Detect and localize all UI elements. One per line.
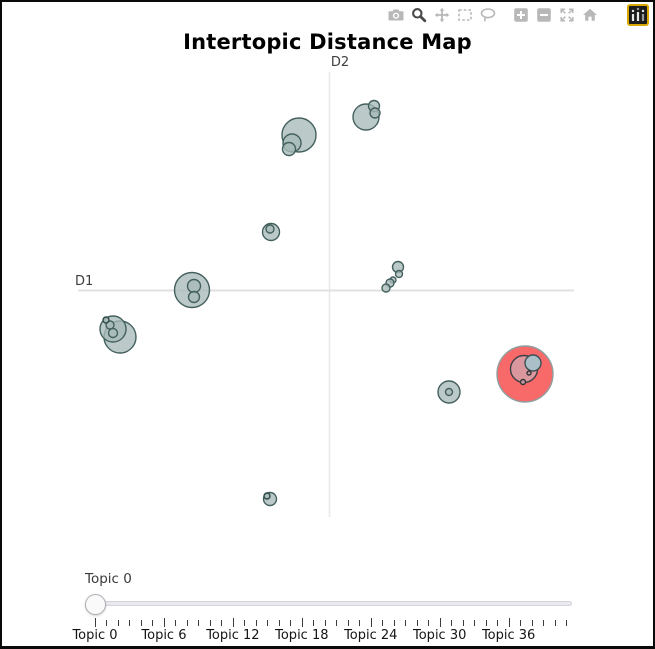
autoscale-icon[interactable] — [559, 7, 575, 23]
topic-bubble[interactable] — [381, 283, 391, 293]
slider-tick-label: Topic 0 — [72, 628, 118, 643]
slider-minor-tick — [382, 620, 384, 626]
slider-tick-label: Topic 24 — [344, 628, 398, 643]
zoom-icon[interactable] — [411, 7, 427, 23]
slider-minor-tick — [255, 620, 257, 626]
home-icon[interactable] — [582, 7, 598, 23]
topic-bubble[interactable] — [526, 370, 532, 376]
slider-major-tick — [95, 618, 96, 627]
slider-minor-tick — [140, 620, 142, 626]
slider-minor-tick — [244, 620, 246, 626]
topic-bubble[interactable] — [519, 378, 527, 386]
slider-tick-label: Topic 36 — [481, 628, 536, 643]
slider-minor-tick — [267, 620, 269, 626]
slider-minor-tick — [221, 620, 223, 626]
topic-bubbles-layer — [99, 99, 554, 507]
slider-minor-tick — [554, 620, 556, 626]
slider-minor-tick — [520, 620, 522, 626]
lasso-select-icon[interactable] — [480, 7, 496, 23]
slider-minor-tick — [324, 620, 326, 626]
slider-tick-label: Topic 30 — [413, 628, 467, 643]
slider-minor-tick — [129, 620, 131, 626]
page-title: Intertopic Distance Map — [183, 30, 472, 54]
topic-bubble[interactable] — [107, 327, 119, 339]
slider-minor-tick — [278, 620, 280, 626]
slider-major-tick — [439, 618, 441, 627]
slider-minor-tick — [416, 620, 418, 626]
topic-bubble[interactable] — [263, 492, 271, 500]
slider-minor-tick — [175, 620, 177, 626]
zoom-in-icon[interactable] — [513, 7, 529, 23]
slider-minor-tick — [451, 620, 453, 626]
topic-bubble[interactable] — [281, 141, 297, 157]
zoom-out-icon[interactable] — [536, 7, 552, 23]
topic-bubble[interactable] — [524, 354, 542, 372]
slider-minor-tick — [474, 620, 476, 626]
slider-minor-tick — [359, 620, 361, 626]
slider-major-tick — [232, 618, 234, 627]
topic-bubble[interactable] — [394, 269, 404, 279]
slider-minor-tick — [106, 620, 108, 626]
slider-tick-label: Topic 18 — [275, 628, 329, 643]
slider-minor-tick — [336, 620, 338, 626]
slider-minor-tick — [485, 620, 487, 626]
slider-tick-label: Topic 12 — [206, 628, 260, 643]
topic-bubble[interactable] — [444, 387, 454, 397]
slider-minor-tick — [209, 620, 211, 626]
slider-minor-tick — [198, 620, 200, 626]
slider-minor-tick — [347, 620, 349, 626]
slider-major-tick — [163, 618, 165, 627]
slider-minor-tick — [393, 620, 395, 626]
slider-minor-tick — [462, 620, 464, 626]
modebar — [388, 7, 598, 23]
topic-bubble[interactable] — [186, 278, 202, 294]
slider-minor-tick — [566, 620, 568, 626]
camera-icon[interactable] — [388, 7, 404, 23]
slider-major-tick — [301, 618, 303, 627]
d2-axis-label: D2 — [330, 55, 350, 70]
topic-slider-thumb[interactable] — [85, 594, 106, 615]
slider-major-tick — [370, 618, 372, 627]
topic-bubble[interactable] — [369, 107, 381, 119]
topic-bubble[interactable] — [102, 316, 110, 324]
pan-icon[interactable] — [434, 7, 450, 23]
slider-minor-tick — [543, 620, 545, 626]
topic-bubble[interactable] — [187, 290, 201, 304]
slider-minor-tick — [313, 620, 315, 626]
slider-tick-label: Topic 6 — [141, 628, 187, 643]
slider-minor-tick — [117, 620, 119, 626]
slider-minor-tick — [531, 620, 533, 626]
topic-slider-track[interactable] — [95, 601, 572, 606]
slider-minor-tick — [405, 620, 407, 626]
slider-major-tick — [508, 618, 510, 627]
slider-minor-tick — [290, 620, 292, 626]
d1-axis-label: D1 — [75, 274, 94, 289]
plotly-logo-icon[interactable] — [627, 4, 649, 26]
topic-bubble[interactable] — [265, 224, 275, 234]
slider-minor-tick — [152, 620, 154, 626]
slider-minor-tick — [186, 620, 188, 626]
box-select-icon[interactable] — [457, 7, 473, 23]
slider-current-topic-label: Topic 0 — [85, 571, 132, 587]
slider-minor-tick — [428, 620, 430, 626]
slider-minor-tick — [497, 620, 499, 626]
